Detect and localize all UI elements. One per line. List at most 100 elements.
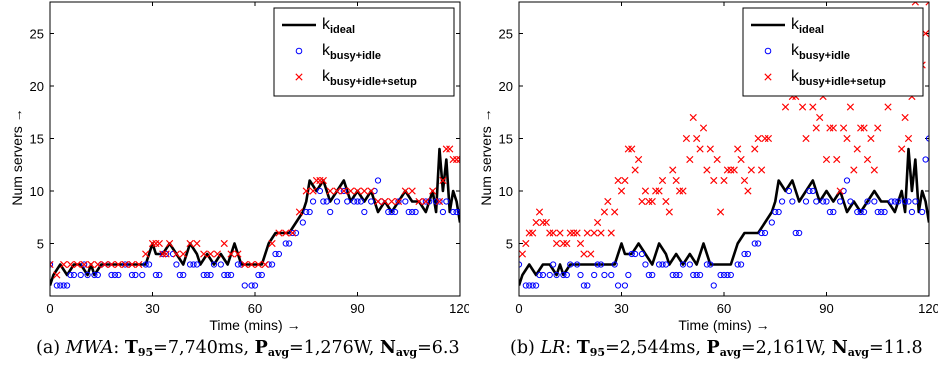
point-k_busy+idle+setup (381, 197, 389, 206)
point-k_busy+idle+setup (162, 250, 170, 258)
caption-n-sub: avg (395, 346, 418, 359)
point-k_busy+idle+setup (408, 187, 416, 195)
point-k_busy+idle+setup (247, 260, 256, 269)
point-k_busy+idle (847, 198, 854, 205)
point-k_busy+idle (320, 198, 327, 205)
point-k_busy+idle+setup (764, 134, 773, 143)
point-k_busy+idle+setup (360, 187, 368, 195)
point-k_busy+idle+setup (415, 197, 423, 206)
point-k_busy+idle (611, 261, 618, 268)
point-k_busy+idle (628, 250, 635, 258)
point-k_busy+idle+setup (556, 229, 564, 237)
point-k_busy+idle (573, 261, 581, 268)
legend-label: kbusy+idle+setup (322, 68, 417, 88)
point-k_busy+idle+setup (699, 124, 708, 132)
point-k_busy+idle (720, 271, 728, 279)
point-k_busy+idle+setup (829, 124, 837, 132)
point-k_busy+idle+setup (73, 260, 81, 269)
point-k_busy+idle (905, 198, 912, 205)
point-k_busy+idle+setup (155, 239, 163, 248)
point-k_busy+idle (529, 282, 536, 289)
point-k_busy+idle (405, 208, 412, 216)
point-k_busy+idle (374, 177, 382, 184)
point-k_busy+idle (614, 282, 622, 289)
caption-n-value: =11.8 (869, 338, 923, 358)
point-k_busy+idle (265, 261, 272, 268)
point-k_busy+idle+setup (846, 103, 855, 111)
point-k_busy+idle+setup (802, 134, 810, 143)
point-k_busy+idle (190, 261, 197, 268)
point-k_busy+idle+setup (80, 260, 88, 269)
point-k_busy+idle+setup (220, 239, 228, 248)
y-axis-label: Num servers → (478, 108, 494, 205)
caption-p-value: =1,276W, (289, 338, 375, 358)
x-tick-label: 0 (46, 301, 53, 316)
point-k_busy+idle (108, 271, 115, 279)
point-k_busy+idle (186, 261, 194, 268)
caption-t-label: T (124, 338, 138, 358)
point-k_busy+idle (881, 208, 888, 216)
point-k_busy+idle+setup (867, 134, 875, 143)
x-tick-label: 0 (515, 301, 522, 316)
point-k_busy+idle (354, 198, 361, 205)
point-k_busy+idle (248, 282, 255, 289)
point-k_busy+idle (751, 240, 758, 247)
point-k_busy+idle (673, 271, 680, 279)
point-k_busy+idle (104, 261, 112, 268)
y-tick-label: 20 (499, 79, 513, 94)
point-k_busy+idle (580, 282, 588, 289)
point-k_busy+idle+setup (148, 239, 157, 248)
point-k_busy+idle (655, 261, 663, 268)
point-k_busy+idle+setup (857, 124, 865, 132)
point-k_busy+idle (772, 208, 779, 216)
point-k_busy+idle+setup (751, 145, 759, 153)
caption-name: LR (540, 338, 566, 358)
point-k_busy+idle+setup (539, 218, 547, 227)
point-k_busy+idle (560, 271, 567, 279)
point-k_busy+idle+setup (754, 134, 762, 143)
point-k_busy+idle+setup (442, 145, 450, 153)
point-k_busy+idle (591, 271, 598, 279)
point-k_busy+idle+setup (388, 197, 396, 206)
legend-swatch-x (764, 73, 772, 81)
series-line-k_ideal (519, 147, 929, 286)
point-k_busy+idle (577, 271, 584, 279)
y-tick-label: 10 (30, 184, 44, 199)
y-tick-label: 15 (499, 132, 513, 147)
point-k_busy+idle (888, 198, 895, 205)
point-k_busy+idle (789, 198, 796, 205)
point-k_busy+idle+setup (624, 145, 632, 153)
point-k_busy+idle (163, 250, 170, 258)
point-k_busy+idle (286, 240, 293, 247)
point-k_busy+idle (594, 261, 601, 268)
point-k_busy+idle+setup (268, 239, 276, 248)
point-k_busy+idle+setup (519, 250, 527, 258)
point-k_busy+idle+setup (234, 250, 242, 258)
point-k_busy+idle+setup (326, 187, 334, 195)
point-k_busy+idle (895, 198, 902, 205)
point-k_busy+idle (608, 271, 615, 279)
point-k_busy+idle+setup (309, 187, 317, 195)
point-k_busy+idle+setup (648, 197, 656, 206)
point-k_busy+idle (303, 208, 310, 216)
point-k_busy+idle (717, 271, 724, 279)
caption-p-value: =2,161W, (740, 338, 827, 358)
point-k_busy+idle+setup (696, 145, 704, 153)
point-k_busy+idle (152, 271, 160, 279)
point-k_busy+idle+setup (669, 166, 677, 174)
caption-name: MWA (65, 338, 114, 358)
point-k_busy+idle (785, 187, 793, 195)
point-k_busy+idle+setup (839, 124, 848, 132)
point-k_busy+idle+setup (66, 260, 75, 269)
point-k_busy+idle+setup (446, 145, 454, 153)
point-k_busy+idle (755, 240, 762, 247)
y-tick-label: 15 (30, 132, 44, 147)
point-k_busy+idle (638, 250, 646, 258)
point-k_busy+idle (275, 250, 283, 258)
point-k_busy+idle (775, 208, 782, 216)
point-k_busy+idle (122, 261, 129, 268)
point-k_busy+idle (645, 271, 652, 279)
point-k_busy+idle (309, 198, 317, 205)
point-k_busy+idle (70, 271, 78, 279)
point-k_busy+idle (84, 271, 91, 279)
